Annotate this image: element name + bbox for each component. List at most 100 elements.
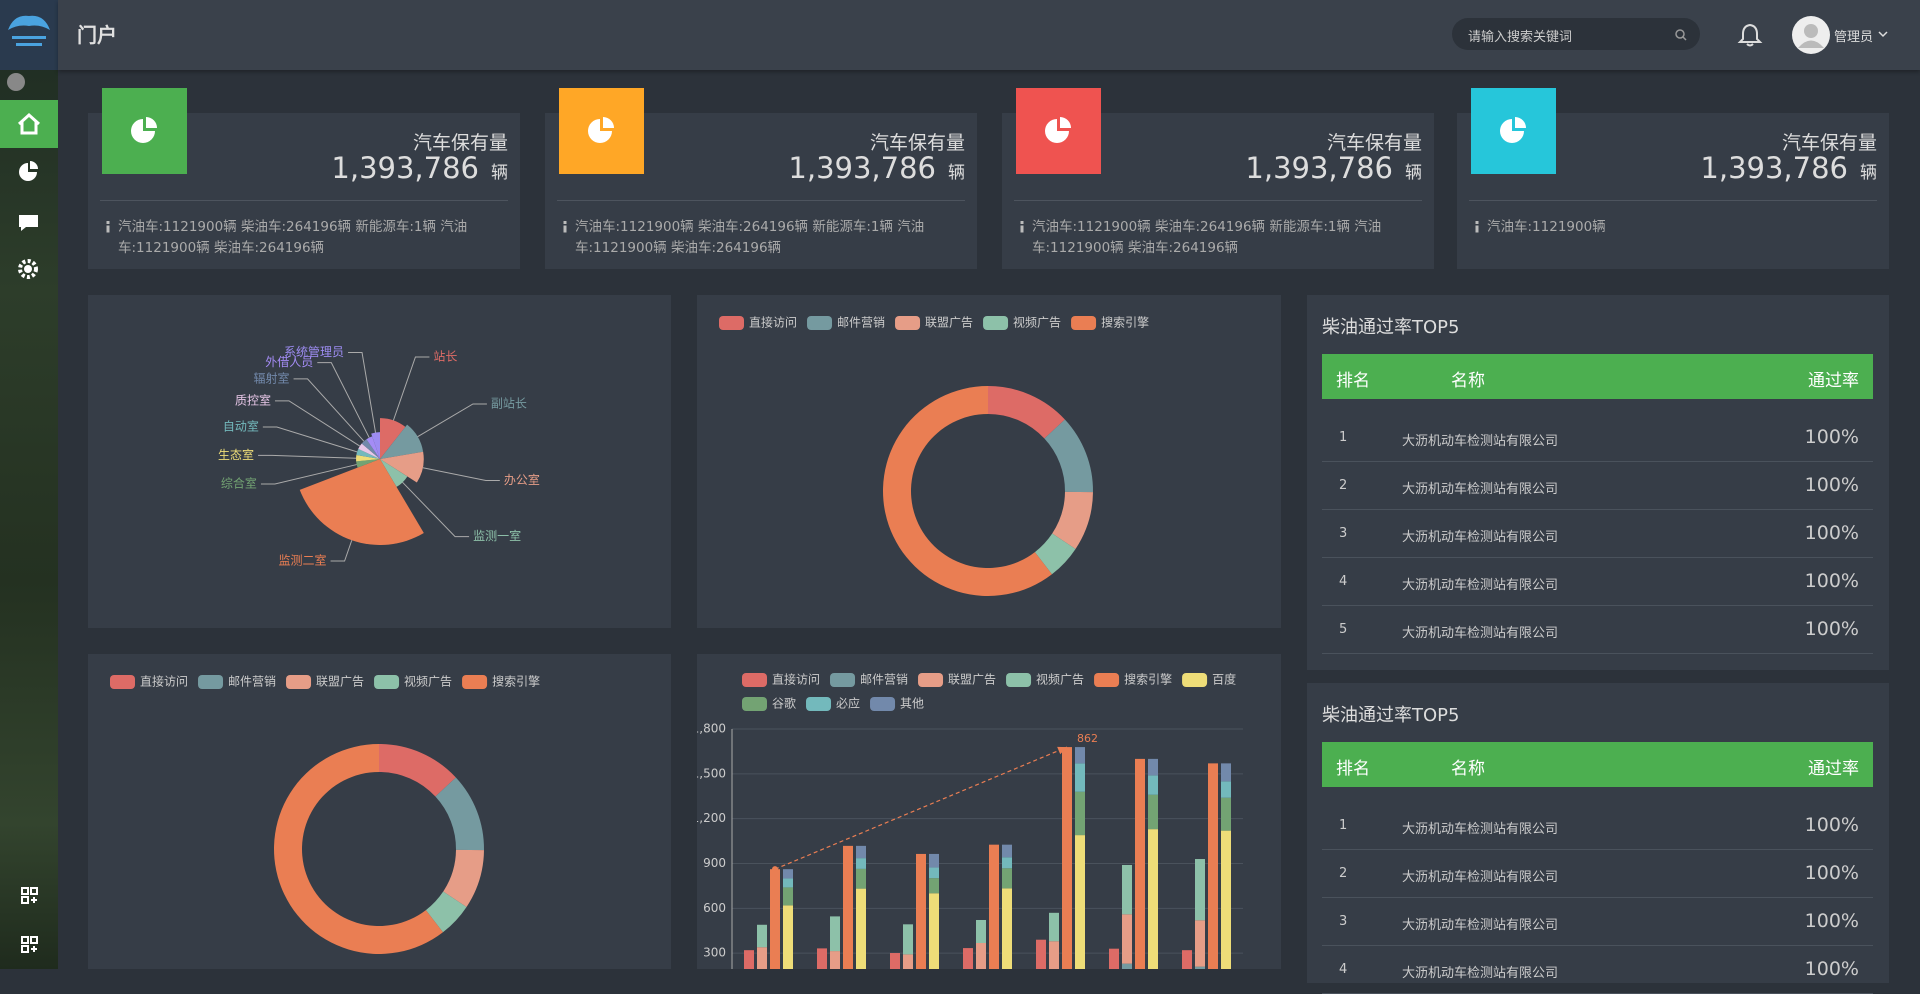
search-box[interactable]: 请输入搜索关键词 [1452, 18, 1700, 50]
bar[interactable] [856, 858, 866, 869]
donut-segment[interactable] [988, 386, 1065, 439]
legend-item[interactable]: 必应 [806, 696, 860, 712]
donut-segment[interactable] [1034, 533, 1076, 575]
bar[interactable] [1002, 868, 1012, 889]
table-row[interactable]: 5 大沥机动车检测站有限公司 100% [1322, 606, 1873, 654]
bar[interactable] [1109, 948, 1119, 969]
donut-segment[interactable] [883, 386, 1052, 596]
pie-slice[interactable] [380, 459, 408, 487]
bar[interactable] [783, 869, 793, 879]
legend-item[interactable]: 直接访问 [742, 672, 820, 688]
bar[interactable] [1195, 859, 1205, 921]
pie-slice[interactable] [299, 459, 424, 545]
bell-icon[interactable] [1737, 22, 1763, 48]
bar[interactable] [783, 905, 793, 969]
bar[interactable] [744, 950, 754, 969]
bar[interactable] [1002, 844, 1012, 858]
toggle[interactable] [7, 73, 25, 91]
pie-icon[interactable] [19, 163, 37, 181]
grid-icon[interactable] [21, 887, 38, 904]
legend-item[interactable]: 联盟广告 [895, 316, 973, 331]
bar[interactable] [1148, 758, 1158, 776]
bar[interactable] [929, 893, 939, 969]
legend-item[interactable]: 百度 [1182, 672, 1236, 688]
pie-slice[interactable] [380, 424, 424, 459]
bar[interactable] [1122, 963, 1132, 969]
legend-item[interactable]: 其他 [870, 697, 924, 712]
chat-icon[interactable] [19, 215, 38, 231]
bar[interactable] [1135, 758, 1145, 969]
bar[interactable] [1148, 775, 1158, 795]
pie-slice[interactable] [371, 432, 380, 459]
legend-item[interactable]: 联盟广告 [286, 675, 364, 690]
pie-slice[interactable] [361, 439, 380, 459]
bar[interactable] [1195, 920, 1205, 967]
table-row[interactable]: 2 大沥机动车检测站有限公司 100% [1322, 850, 1873, 898]
search-icon[interactable] [1674, 28, 1688, 42]
bar[interactable] [976, 919, 986, 944]
legend-item[interactable]: 视频广告 [1006, 672, 1084, 688]
bar[interactable] [916, 853, 926, 969]
bar[interactable] [1122, 864, 1132, 915]
table-row[interactable]: 4 大沥机动车检测站有限公司 100% [1322, 558, 1873, 606]
table-row[interactable]: 3 大沥机动车检测站有限公司 100% [1322, 510, 1873, 558]
bar[interactable] [757, 947, 767, 969]
table-row[interactable]: 3 大沥机动车检测站有限公司 100% [1322, 898, 1873, 946]
pie-slice[interactable] [358, 443, 380, 459]
bar[interactable] [817, 948, 827, 969]
bar[interactable] [1208, 763, 1218, 969]
table-row[interactable]: 1 大沥机动车检测站有限公司 100% [1322, 414, 1873, 462]
donut-segment[interactable] [435, 777, 484, 851]
bar[interactable] [1075, 791, 1085, 836]
bar[interactable] [1049, 941, 1059, 969]
legend-item[interactable]: 搜索引擎 [1071, 315, 1149, 331]
legend-item[interactable]: 邮件营销 [198, 675, 276, 690]
legend-item[interactable]: 邮件营销 [830, 673, 908, 688]
bar[interactable] [1221, 781, 1231, 798]
chevron[interactable] [1877, 28, 1889, 40]
bar[interactable] [843, 845, 853, 969]
table-row[interactable]: 4 大沥机动车检测站有限公司 100% [1322, 946, 1873, 994]
donut-segment[interactable] [1044, 419, 1093, 493]
bar[interactable] [1221, 830, 1231, 969]
grid-icon[interactable] [21, 936, 38, 953]
user-name[interactable]: 管理员 [1834, 30, 1874, 45]
bar[interactable] [1148, 794, 1158, 830]
donut-segment[interactable] [425, 891, 467, 933]
bar[interactable] [1075, 747, 1085, 764]
legend-item[interactable]: 联盟广告 [918, 673, 996, 688]
avatar[interactable] [1791, 15, 1831, 55]
legend-item[interactable]: 搜索引擎 [1094, 672, 1172, 688]
bar[interactable] [770, 869, 780, 969]
pie-slice[interactable] [380, 451, 424, 483]
bar[interactable] [1002, 857, 1012, 869]
nav-active[interactable] [0, 100, 58, 148]
bar[interactable] [890, 953, 900, 969]
bar[interactable] [830, 951, 840, 969]
bar[interactable] [903, 924, 913, 955]
bar[interactable] [929, 853, 939, 868]
bar[interactable] [1122, 914, 1132, 964]
bar[interactable] [1075, 763, 1085, 792]
legend-item[interactable]: 谷歌 [742, 696, 796, 712]
bar[interactable] [1036, 939, 1046, 969]
legend-item[interactable]: 视频广告 [983, 315, 1061, 331]
bar[interactable] [1221, 797, 1231, 831]
legend-item[interactable]: 搜索引擎 [462, 674, 540, 690]
bar[interactable] [830, 916, 840, 952]
bar[interactable] [929, 867, 939, 879]
bar[interactable] [1221, 763, 1231, 782]
bar[interactable] [1182, 950, 1192, 969]
donut-segment[interactable] [1052, 491, 1093, 549]
donut-segment[interactable] [443, 849, 484, 907]
table-row[interactable]: 1 大沥机动车检测站有限公司 100% [1322, 802, 1873, 850]
legend-item[interactable]: 视频广告 [374, 674, 452, 690]
pie-slice[interactable] [356, 459, 380, 468]
legend-item[interactable]: 邮件营销 [807, 316, 885, 331]
bar[interactable] [1002, 888, 1012, 969]
bar[interactable] [1148, 829, 1158, 969]
bar[interactable] [757, 924, 767, 948]
bar[interactable] [929, 878, 939, 894]
bar[interactable] [903, 954, 913, 969]
gear-icon[interactable] [18, 259, 38, 279]
